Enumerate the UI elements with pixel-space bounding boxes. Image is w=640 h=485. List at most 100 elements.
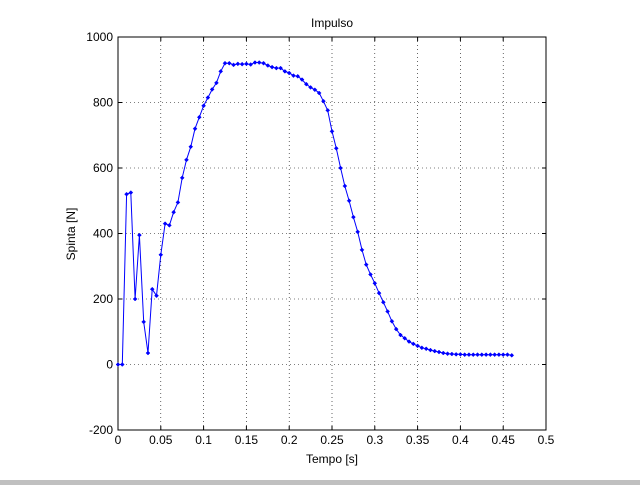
data-point — [509, 352, 515, 358]
data-point — [128, 190, 134, 195]
x-tick-label: 0.1 — [195, 433, 212, 447]
chart-title: Impulso — [311, 16, 353, 30]
data-point — [483, 352, 489, 358]
data-point — [492, 352, 497, 358]
x-tick-label: 0.2 — [281, 433, 298, 447]
data-point — [355, 229, 361, 235]
data-point — [325, 108, 331, 113]
data-point — [278, 65, 283, 71]
x-tick-label: 0.3 — [366, 433, 383, 447]
data-point — [385, 309, 390, 314]
y-axis-label: Spinta [N] — [64, 208, 78, 261]
data-point — [363, 262, 369, 267]
data-point — [428, 347, 433, 353]
data-point — [269, 64, 275, 70]
y-tick-label: 400 — [93, 227, 113, 241]
data-point — [423, 346, 429, 352]
data-point — [432, 348, 438, 354]
data-point — [505, 352, 510, 358]
data-point — [342, 183, 348, 189]
data-point — [488, 352, 493, 358]
data-point — [244, 61, 249, 67]
data-point — [205, 95, 211, 100]
data-point — [500, 352, 506, 358]
data-point — [145, 350, 151, 356]
data-point — [419, 345, 425, 351]
data-point — [376, 290, 382, 296]
x-tick-label: 0.05 — [149, 433, 173, 447]
data-point — [179, 175, 185, 181]
y-tick-label: 1000 — [86, 30, 113, 44]
data-point — [470, 352, 476, 358]
data-point — [381, 299, 386, 305]
data-point — [316, 90, 322, 96]
y-tick-label: 800 — [93, 96, 113, 110]
data-point — [141, 319, 147, 325]
data-point — [321, 98, 326, 104]
data-point — [171, 209, 176, 215]
data-point — [274, 65, 279, 71]
data-point — [162, 221, 168, 227]
data-point — [149, 286, 155, 292]
data-point — [393, 326, 399, 332]
data-point — [479, 352, 485, 358]
y-tick-label: 0 — [106, 358, 113, 372]
data-point — [218, 69, 224, 74]
data-point — [475, 352, 480, 358]
data-point — [299, 77, 305, 82]
data-point — [184, 157, 189, 163]
x-tick-label: 0.25 — [320, 433, 344, 447]
data-point — [496, 352, 502, 358]
data-point — [282, 69, 288, 74]
x-tick-labels: 0 0.05 0.1 0.15 0.2 0.25 0.3 0.35 0.4 0.45 0.5 — [115, 433, 555, 447]
data-point — [119, 362, 125, 367]
data-point — [158, 252, 164, 258]
data-point — [192, 126, 198, 132]
data-point — [308, 85, 313, 90]
data-point — [201, 103, 206, 109]
data-point — [406, 339, 412, 344]
data-point — [449, 351, 455, 357]
data-point — [312, 87, 318, 93]
data-point — [175, 200, 181, 205]
data-point — [368, 272, 373, 277]
data-point — [235, 61, 241, 67]
data-point — [372, 280, 378, 286]
data-point — [226, 60, 232, 66]
grid-lines — [118, 37, 546, 430]
data-point — [188, 144, 194, 150]
data-point — [359, 247, 365, 253]
data-point — [398, 332, 403, 338]
y-tick-label: 200 — [93, 292, 113, 306]
y-tick-label: 600 — [93, 161, 113, 175]
data-point — [286, 70, 292, 76]
data-point — [329, 128, 335, 134]
data-point — [124, 191, 129, 197]
data-point — [132, 296, 138, 302]
data-point — [462, 352, 468, 358]
data-point — [209, 87, 215, 92]
data-point — [261, 60, 266, 66]
data-point — [291, 73, 296, 78]
data-point — [338, 165, 343, 171]
data-point — [231, 62, 236, 68]
axis-ticks — [117, 36, 547, 431]
data-point — [436, 349, 442, 355]
data-point — [402, 335, 408, 341]
data-point — [410, 341, 416, 347]
x-tick-label: 0.35 — [406, 433, 430, 447]
data-point — [115, 362, 121, 367]
data-point — [346, 198, 352, 204]
data-point — [214, 80, 219, 86]
x-tick-label: 0 — [115, 433, 122, 447]
x-axis-label: Tempo [s] — [306, 452, 358, 466]
series-line — [118, 62, 512, 365]
data-point — [466, 352, 472, 358]
data-point — [167, 222, 172, 228]
data-point — [295, 73, 301, 79]
data-point — [265, 63, 271, 68]
data-point — [440, 350, 446, 356]
y-tick-labels: -200 0 200 400 600 800 1000 — [86, 30, 113, 437]
